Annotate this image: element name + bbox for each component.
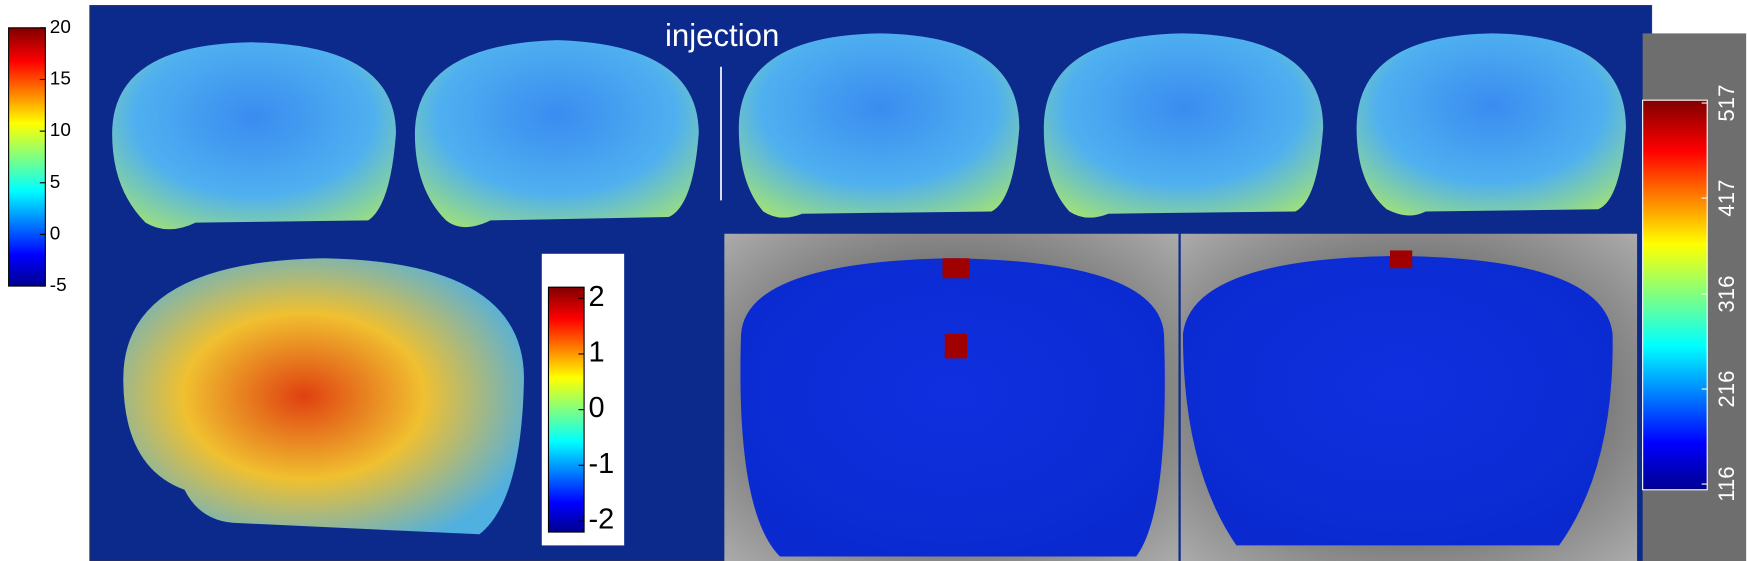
injection-spot [1389,250,1413,269]
colorbar-tick-label: 2 [589,281,605,313]
colorbar-tick-label: -1 [589,448,615,480]
colorbar-tick-label: 316 [1714,275,1739,312]
colorbar-tick-label: 10 [50,120,71,141]
colorbar-tick-label: 1 [589,337,605,369]
brain-slice [1356,33,1626,216]
colorbar-tick-label: 5 [50,172,61,193]
colorbar [1642,99,1708,491]
colorbar [547,286,585,533]
colorbar-tick-label: -5 [50,275,67,296]
brain-overlay [1182,256,1613,546]
colorbar-tick-label: 15 [50,68,71,89]
colorbar-tick-label: 517 [1714,84,1739,121]
colorbar-tick-label: -2 [589,504,615,536]
colorbar-tick-label: 20 [50,17,71,38]
brain-slice [738,33,1020,218]
injection-spot [942,258,970,279]
colorbar-tick-label: 0 [589,392,605,424]
colorbar-tick-label: 216 [1714,370,1739,407]
colorbar-tick-label: 417 [1714,179,1739,216]
colorbar [8,27,46,287]
brain-overlay [740,258,1165,557]
colorbar-tick-label: 0 [50,223,61,244]
brain-slice-zscore [123,258,524,535]
injection-spot [944,333,967,359]
top-row-brains [112,33,1626,230]
brain-slice [1043,33,1324,218]
brain-slice [112,42,396,230]
annotation: injection [665,18,779,53]
brain-slice [414,40,699,228]
colorbar-tick-label: 116 [1714,466,1739,501]
